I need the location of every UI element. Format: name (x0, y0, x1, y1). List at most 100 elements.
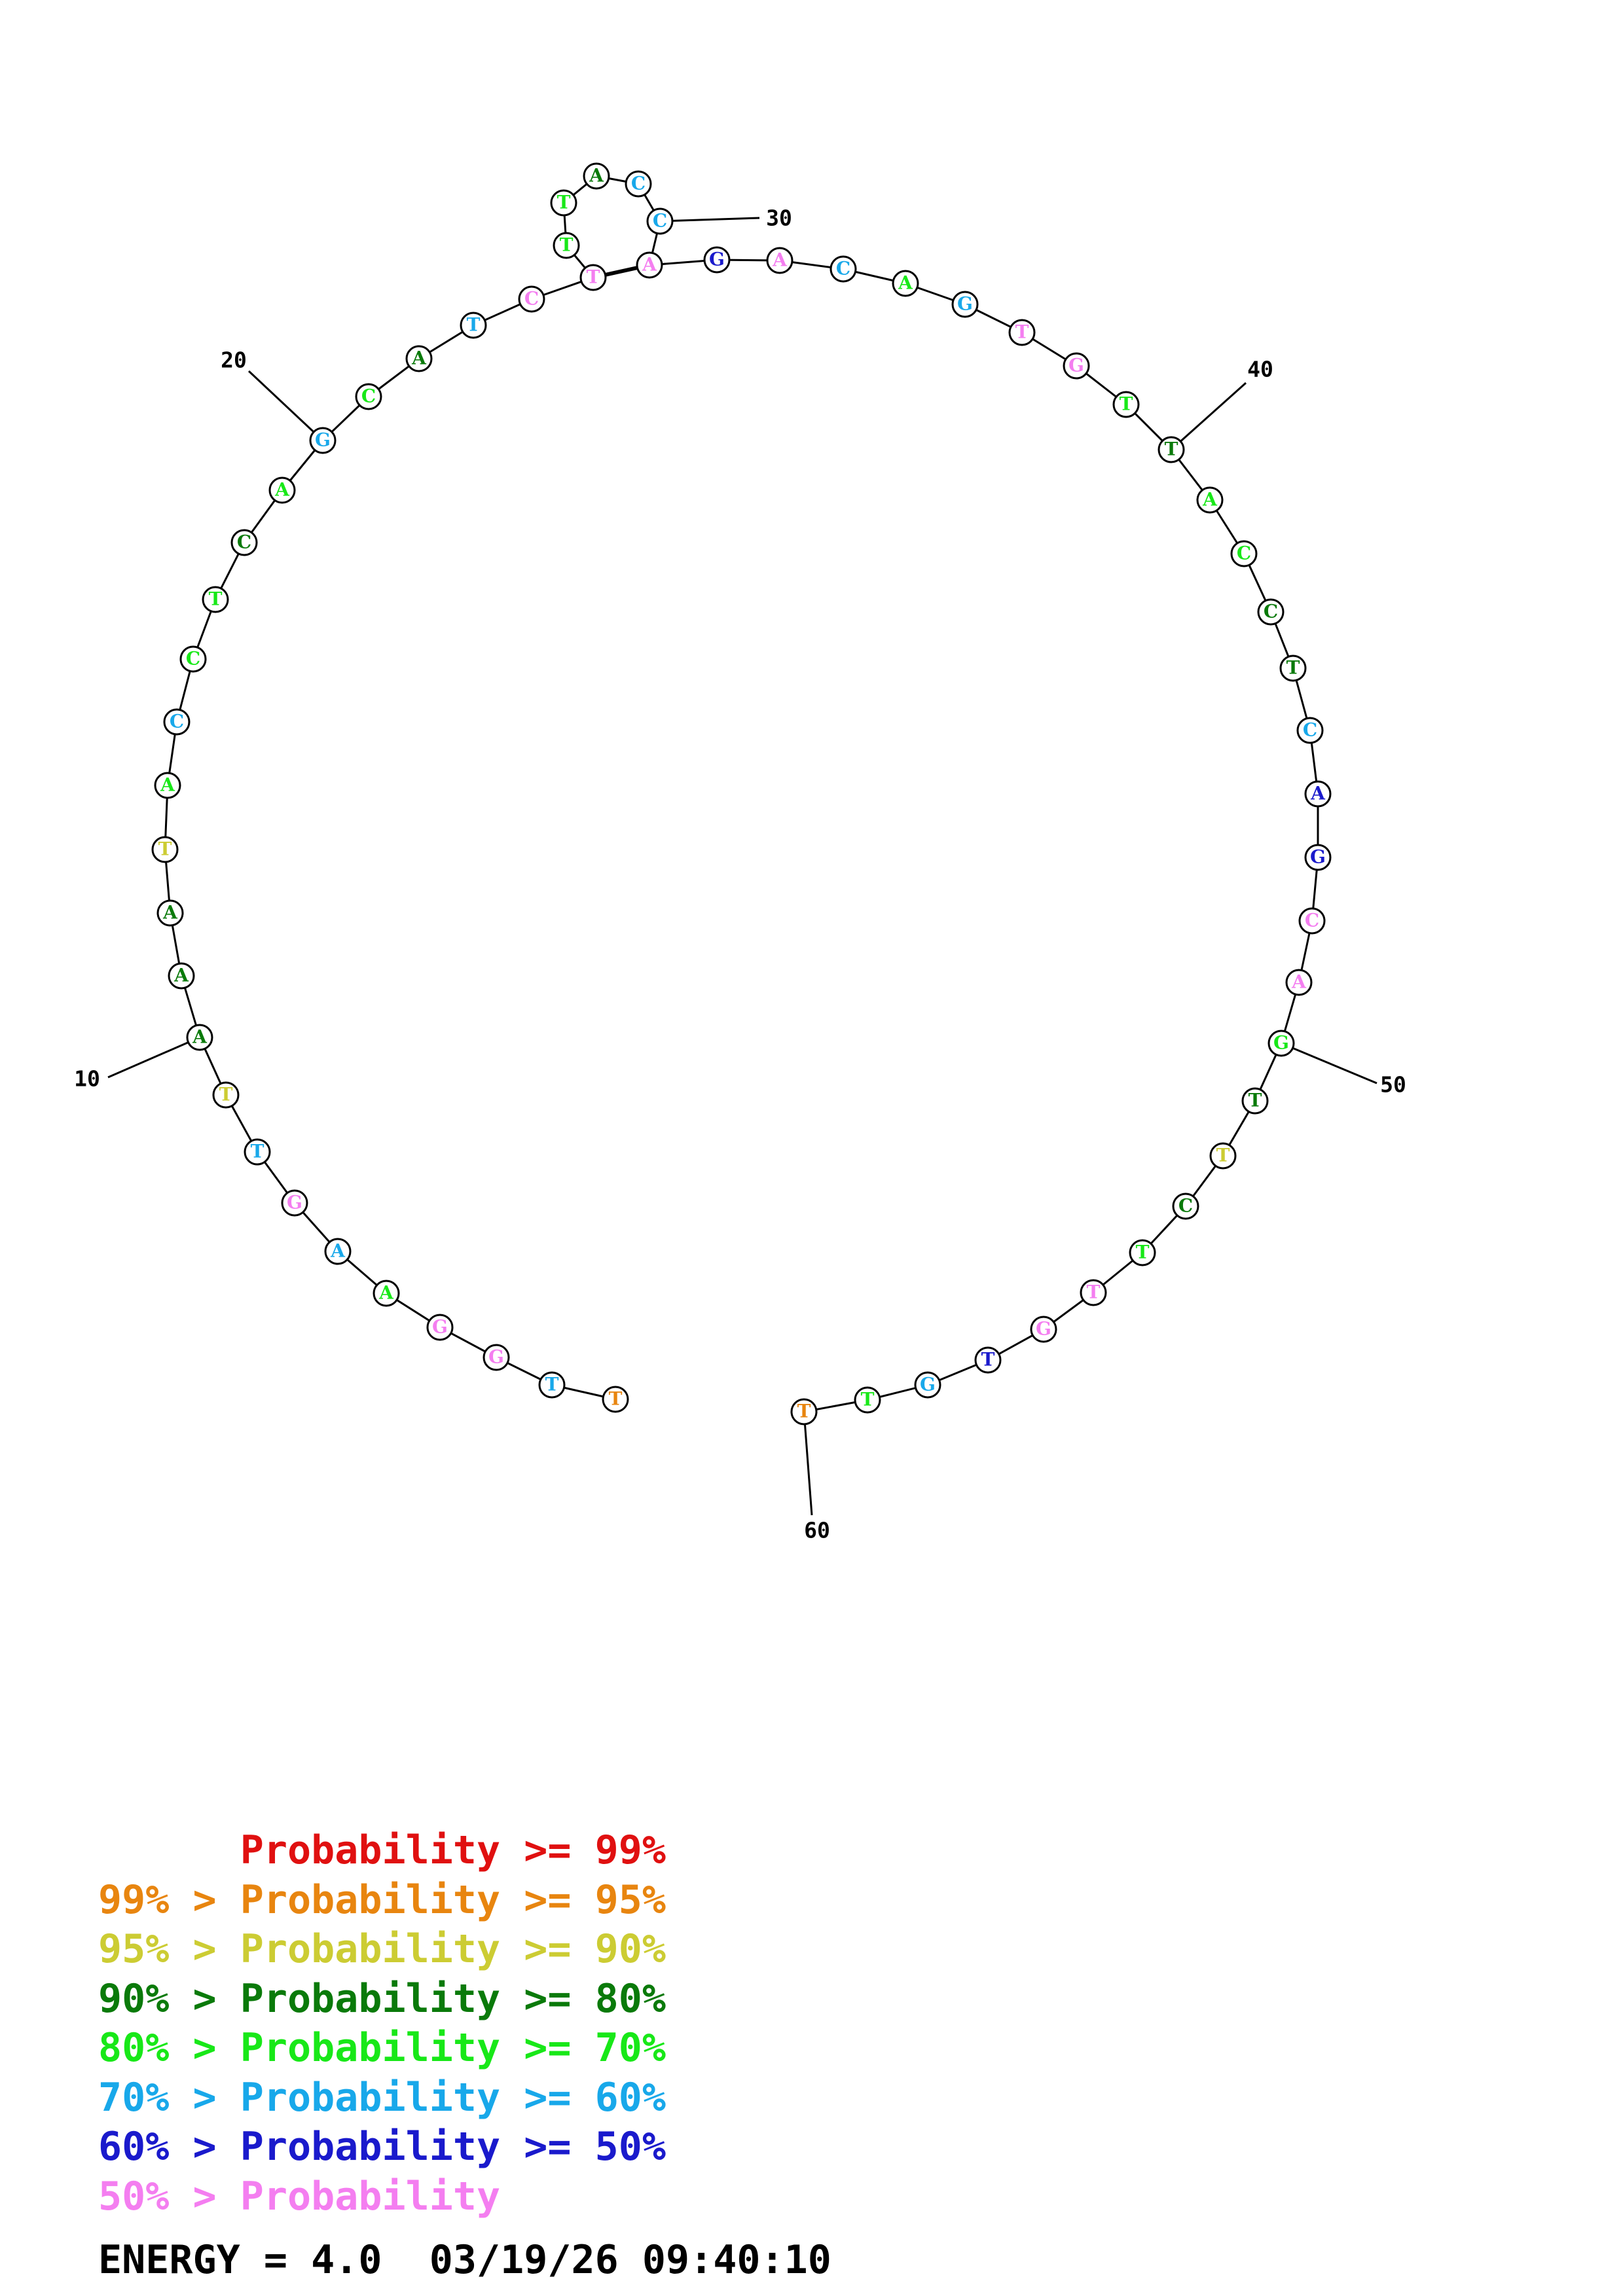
nucleotide: T (1112, 391, 1140, 418)
nucleotide-letter: G (315, 429, 331, 451)
nucleotide: C (1230, 540, 1258, 567)
legend-text: Probability >= 50% (240, 2124, 666, 2170)
nucleotide: A (636, 251, 663, 279)
position-tick-line (247, 370, 324, 442)
nucleotide-circle (646, 207, 674, 235)
nucleotide: T (151, 836, 179, 863)
nucleotide: C (646, 207, 674, 235)
legend-row: Probability >= 99% (98, 1826, 666, 1876)
nucleotide-circle (426, 1314, 454, 1341)
nucleotide-letter: C (653, 210, 667, 232)
nucleotide: G (1063, 352, 1090, 380)
position-label: 60 (804, 1518, 830, 1543)
nucleotide-circle (309, 427, 337, 454)
nucleotide: C (1172, 1193, 1199, 1220)
nucleotide-circle (324, 1238, 352, 1265)
legend-text: Probability >= 80% (240, 1975, 666, 2022)
nucleotide: C (625, 170, 652, 198)
nucleotide-circle (212, 1081, 240, 1109)
legend-prefix: 99% > (98, 1876, 240, 1923)
nucleotide: T (1209, 1142, 1237, 1170)
nucleotide: T (1241, 1087, 1269, 1115)
nucleotide: A (1285, 969, 1313, 996)
nucleotide-letter: C (1305, 910, 1319, 931)
nucleotide-letter: T (1216, 1145, 1230, 1166)
nucleotide-circle (1285, 969, 1313, 996)
nucleotide-letter: A (1310, 783, 1326, 804)
nucleotide-letter: A (162, 902, 178, 924)
nucleotide-letter: A (274, 479, 290, 501)
nucleotide-letter: T (797, 1401, 811, 1422)
nucleotide-letter: G (1036, 1318, 1051, 1340)
nucleotide: G (951, 291, 979, 318)
nucleotide: A (1196, 486, 1224, 514)
nucleotide-circle (854, 1386, 881, 1414)
nucleotide-letter: A (772, 249, 788, 271)
nucleotide-letter: T (158, 838, 172, 860)
nucleotide-circle (830, 255, 857, 283)
nucleotide-letter: C (186, 648, 200, 670)
nucleotide: T (1158, 436, 1185, 463)
nucleotide-circle (1008, 319, 1036, 346)
nucleotide-circle (553, 232, 580, 259)
nucleotide-letter: T (1249, 1090, 1262, 1111)
position-tick-line (1281, 1042, 1377, 1085)
nucleotide-letter: G (957, 293, 973, 315)
nucleotide-letter: A (898, 272, 913, 294)
nucleotide: G (703, 246, 731, 274)
position-label: 40 (1247, 357, 1273, 382)
position-ticks: 10 20 30 40 50 60 (74, 206, 1406, 1543)
nucleotide: T (538, 1371, 566, 1399)
nucleotide-letter: G (488, 1346, 504, 1368)
nucleotide-letter: G (287, 1192, 302, 1213)
nucleotide-circle (579, 264, 607, 291)
nucleotide-letter: T (1286, 657, 1300, 679)
nucleotide-circle (1063, 352, 1090, 380)
nucleotide: T (244, 1138, 271, 1166)
nucleotide-letter: T (1120, 393, 1133, 415)
nucleotide: C (1296, 717, 1324, 744)
nucleotide-circle (268, 476, 296, 504)
nucleotide-circle (1112, 391, 1140, 418)
position-tick-line (659, 217, 760, 223)
nucleotide-letter: A (192, 1026, 208, 1048)
nucleotide: G (426, 1314, 454, 1341)
nucleotide-circle (1241, 1087, 1269, 1115)
nucleotide-letter: G (1310, 846, 1326, 868)
nucleotide: T (212, 1081, 240, 1109)
nucleotide: T (460, 312, 487, 339)
nucleotide: G (483, 1344, 510, 1371)
nucleotide-circle (1279, 655, 1307, 682)
nucleotide: G (309, 427, 337, 454)
legend-row: 70% > Probability >= 60% (98, 2073, 666, 2123)
legend-row: 90% > Probability >= 80% (98, 1975, 666, 2024)
nucleotide-circle (1230, 540, 1258, 567)
legend-prefix: 50% > (98, 2173, 240, 2219)
nucleotide-circle (1172, 1193, 1199, 1220)
nucleotide-circle (1209, 1142, 1237, 1170)
nucleotide-circle (355, 383, 382, 410)
nucleotide-letter: G (432, 1316, 448, 1338)
nucleotide-circle (168, 962, 195, 990)
nucleotide-circle (1080, 1279, 1107, 1306)
nucleotide: T (202, 586, 229, 613)
nucleotide-letter: T (251, 1141, 264, 1162)
nucleotide: T (553, 232, 580, 259)
nucleotide-letter: T (209, 588, 223, 610)
nucleotide: G (1304, 844, 1332, 871)
nucleotide-circle (974, 1346, 1002, 1374)
nucleotide: C (355, 383, 382, 410)
nucleotide-circle (281, 1189, 308, 1217)
nucleotide: C (179, 645, 207, 673)
nucleotide-circle (156, 899, 184, 927)
nucleotide: A (583, 162, 610, 190)
nucleotide-circle (1196, 486, 1224, 514)
nucleotide-letter: G (1068, 355, 1084, 376)
nucleotide: A (892, 270, 919, 297)
nucleotide-circle (951, 291, 979, 318)
nucleotide-circle (186, 1024, 213, 1051)
nucleotide-circle (405, 345, 433, 372)
nucleotide-letter: T (1136, 1242, 1150, 1263)
nucleotide: A (268, 476, 296, 504)
